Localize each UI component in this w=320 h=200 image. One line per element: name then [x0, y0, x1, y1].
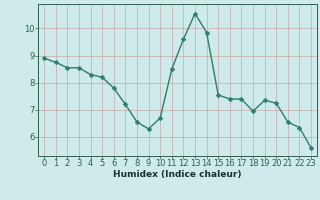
X-axis label: Humidex (Indice chaleur): Humidex (Indice chaleur) [113, 170, 242, 179]
